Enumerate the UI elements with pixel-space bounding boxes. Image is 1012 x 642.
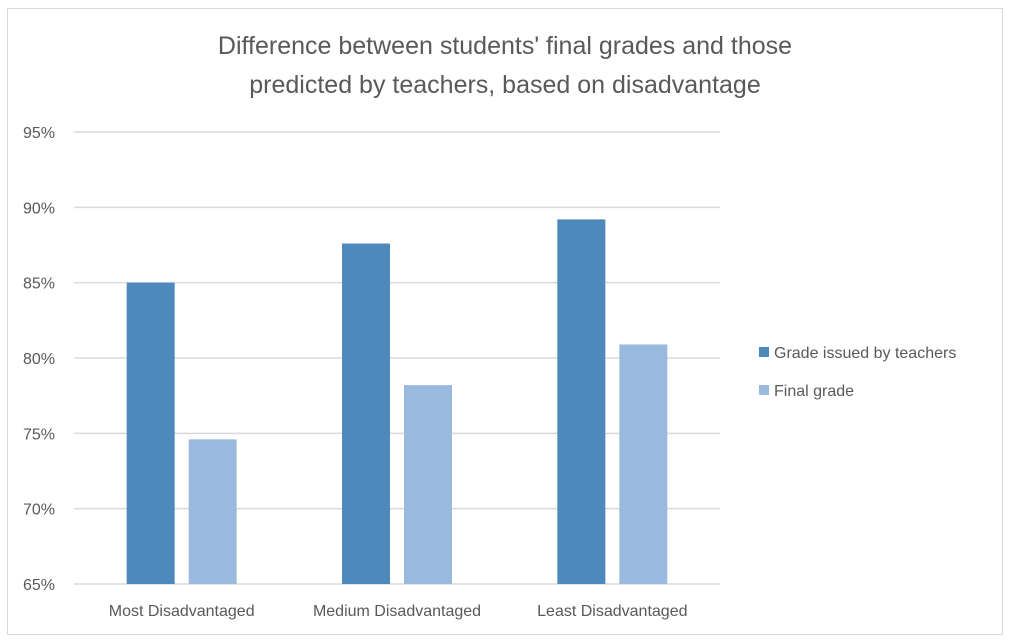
chart-title: Difference between students' final grade… <box>218 32 792 99</box>
legend-swatch <box>759 385 769 395</box>
legend-label: Grade issued by teachers <box>774 345 956 362</box>
x-tick-label: Most Disadvantaged <box>109 603 255 620</box>
bar-teacher-grade-2 <box>557 219 606 585</box>
y-tick-label: 90% <box>23 200 55 217</box>
gridlines <box>74 131 720 585</box>
y-tick-label: 70% <box>23 502 55 519</box>
y-tick-label: 80% <box>23 351 55 368</box>
x-axis-tick-labels: Most Disadvantaged Medium Disadvantaged Le… <box>109 603 688 620</box>
chart-canvas: Difference between students' final grade… <box>23 32 956 620</box>
chart-title-line-1: Difference between students' final grade… <box>218 32 792 60</box>
y-tick-label: 75% <box>23 426 55 443</box>
chart-frame: Difference between students' final grade… <box>7 8 1003 635</box>
legend-label: Final grade <box>774 383 854 400</box>
y-axis-tick-labels: 65% 70% 75% 80% 85% 90% 95% <box>23 125 55 594</box>
y-tick-label: 95% <box>23 125 55 142</box>
bar-teacher-grade-0 <box>126 282 175 584</box>
bars <box>126 219 668 585</box>
legend: Grade issued by teachers Final grade <box>759 345 956 400</box>
x-tick-label: Least Disadvantaged <box>537 603 687 620</box>
bar-final-grade-1 <box>404 385 452 584</box>
y-tick-label: 85% <box>23 276 55 293</box>
y-tick-label: 65% <box>23 577 55 594</box>
legend-swatch <box>759 347 769 357</box>
bar-teacher-grade-1 <box>342 243 390 584</box>
bar-final-grade-2 <box>619 344 668 584</box>
bar-final-grade-0 <box>188 439 237 584</box>
chart-title-line-2: predicted by teachers, based on disadvan… <box>249 71 760 99</box>
x-tick-label: Medium Disadvantaged <box>313 603 481 620</box>
